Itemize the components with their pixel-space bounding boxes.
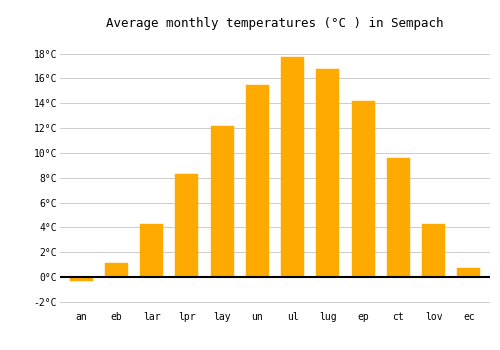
Bar — [281, 57, 304, 277]
Bar — [176, 174, 199, 277]
Bar — [387, 158, 410, 277]
Bar — [458, 268, 480, 277]
Title: Average monthly temperatures (°C ) in Sempach: Average monthly temperatures (°C ) in Se… — [106, 17, 444, 30]
Bar — [352, 101, 374, 277]
Bar — [246, 85, 269, 277]
Bar — [316, 69, 340, 277]
Bar — [210, 126, 234, 277]
Bar — [105, 263, 128, 277]
Bar — [422, 224, 445, 277]
Bar — [140, 224, 163, 277]
Bar — [70, 277, 92, 281]
